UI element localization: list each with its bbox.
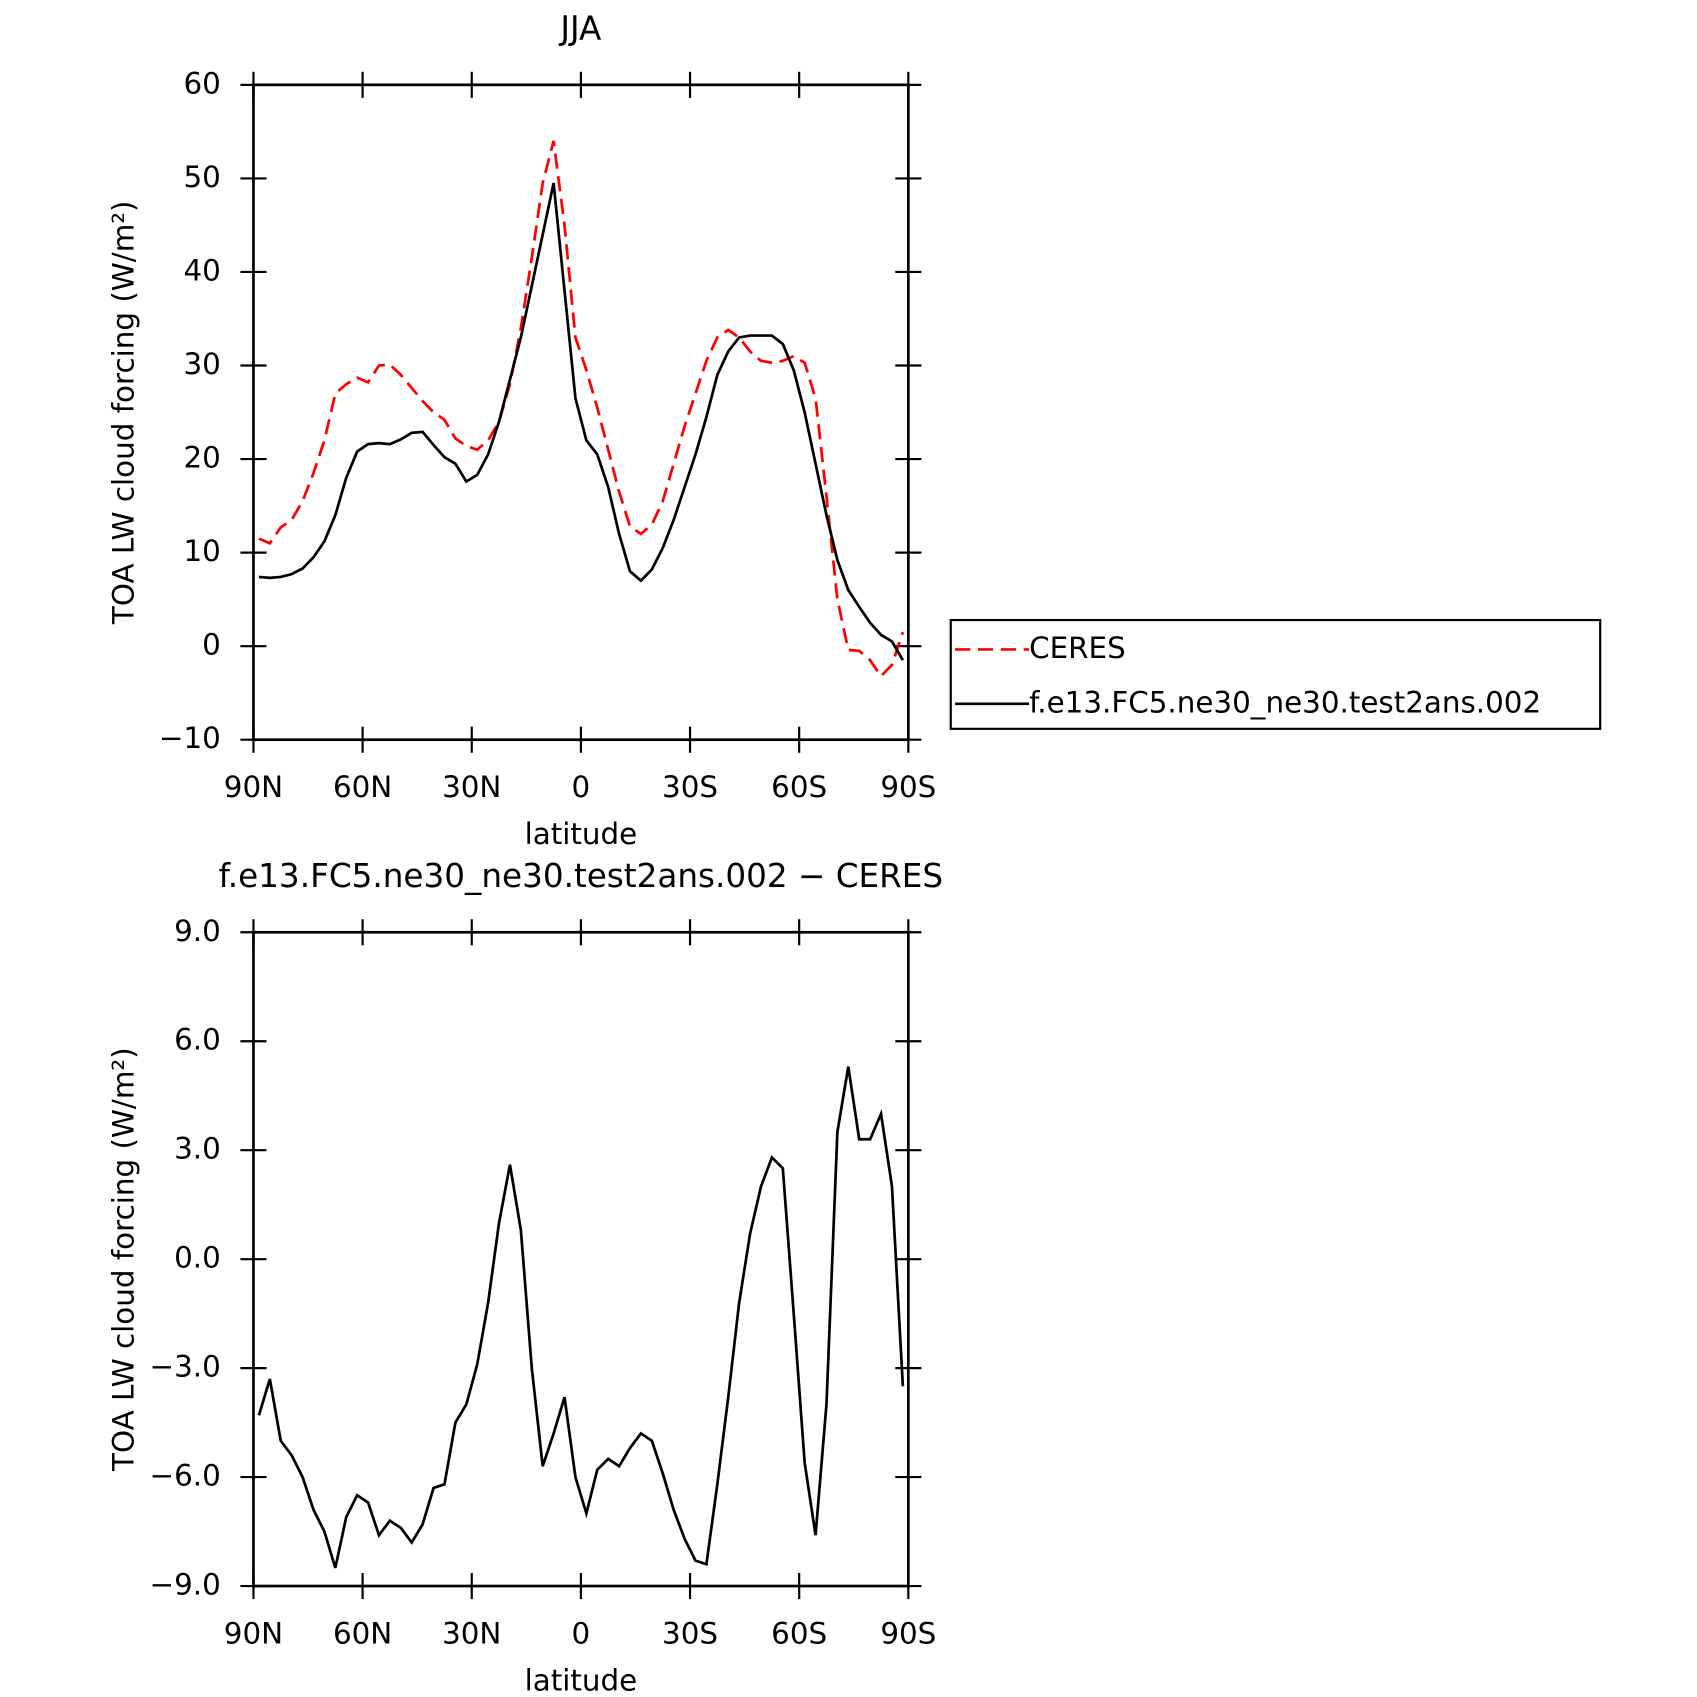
legend-label: f.e13.FC5.ne30_ne30.test2ans.002 [1029, 685, 1541, 719]
x-tick-label: 90N [224, 1616, 283, 1650]
y-tick-label: 9.0 [174, 914, 221, 948]
y-tick-label: 40 [183, 253, 220, 287]
x-axis-label: latitude [525, 817, 638, 851]
y-tick-label: −9.0 [150, 1568, 221, 1602]
y-tick-label: 60 [183, 66, 220, 100]
x-tick-label: 0 [572, 770, 591, 804]
x-tick-label: 30N [442, 1616, 501, 1650]
y-axis-label: TOA LW cloud forcing (W/m²) [107, 1047, 141, 1472]
y-tick-label: 0 [202, 628, 221, 662]
data-line [257, 1066, 905, 1569]
plot-frame [252, 83, 910, 742]
y-tick-label: 6.0 [174, 1023, 221, 1057]
x-tick-label: 60N [333, 770, 392, 804]
chart-title: f.e13.FC5.ne30_ne30.test2ans.002 − CERES [219, 857, 944, 895]
y-tick-label: −3.0 [150, 1350, 221, 1384]
y-tick-label: 50 [183, 160, 220, 194]
legend-box [949, 618, 1602, 730]
x-tick-label: 60S [771, 1616, 827, 1650]
y-tick-label: −10 [159, 721, 221, 755]
x-tick-label: 30S [662, 1616, 718, 1650]
x-tick-label: 30N [442, 770, 501, 804]
x-tick-label: 30S [662, 770, 718, 804]
y-tick-label: 20 [183, 441, 220, 475]
y-tick-label: −6.0 [150, 1459, 221, 1493]
x-tick-label: 60S [771, 770, 827, 804]
data-line [258, 140, 905, 679]
x-tick-label: 90S [880, 1616, 936, 1650]
y-tick-label: 3.0 [174, 1132, 221, 1166]
x-tick-label: 0 [572, 1616, 591, 1650]
plot-frame [252, 930, 910, 1588]
chart-title: JJA [558, 9, 602, 47]
x-axis-label: latitude [525, 1663, 638, 1697]
data-line [258, 182, 905, 661]
x-tick-label: 60N [333, 1616, 392, 1650]
x-tick-label: 90S [880, 770, 936, 804]
y-tick-label: 0.0 [174, 1241, 221, 1275]
x-tick-label: 90N [224, 770, 283, 804]
y-axis-label: TOA LW cloud forcing (W/m²) [107, 200, 141, 625]
y-tick-label: 10 [183, 534, 220, 568]
legend-label: CERES [1029, 631, 1126, 665]
y-tick-label: 30 [183, 347, 220, 381]
